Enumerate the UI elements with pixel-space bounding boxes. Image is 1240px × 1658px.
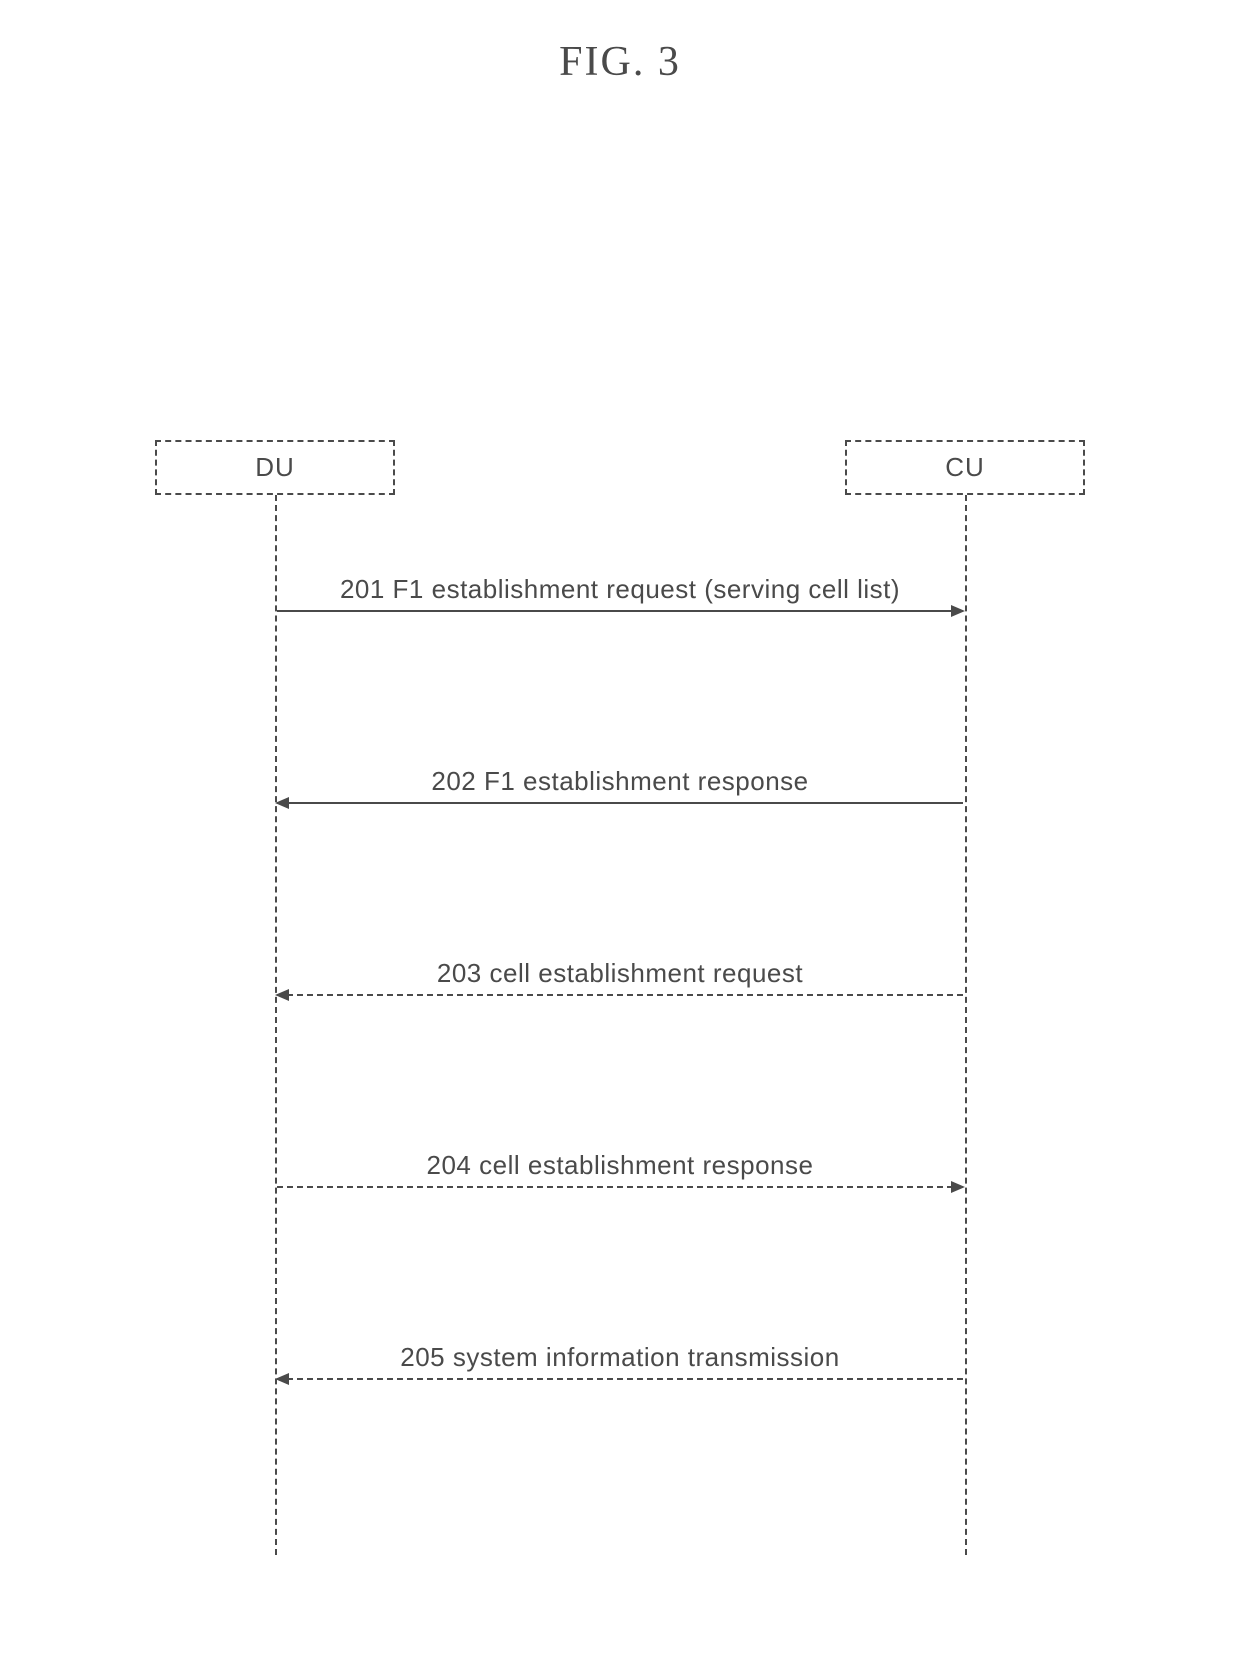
- arrow-line-5: [277, 1378, 963, 1380]
- message-label-2: 202 F1 establishment response: [275, 766, 965, 797]
- actor-du-label: DU: [255, 452, 295, 483]
- message-label-3: 203 cell establishment request: [275, 958, 965, 989]
- arrow-line-4: [277, 1186, 963, 1188]
- message-label-5: 205 system information transmission: [275, 1342, 965, 1373]
- arrow-line-1: [277, 610, 963, 612]
- actor-du-box: DU: [155, 440, 395, 495]
- message-label-4: 204 cell establishment response: [275, 1150, 965, 1181]
- arrow-head-1: [951, 605, 965, 617]
- arrow-line-2: [277, 802, 963, 804]
- arrow-head-2: [275, 797, 289, 809]
- arrow-line-3: [277, 994, 963, 996]
- arrow-head-4: [951, 1181, 965, 1193]
- actor-cu-box: CU: [845, 440, 1085, 495]
- message-label-1: 201 F1 establishment request (serving ce…: [275, 574, 965, 605]
- lifeline-cu: [965, 495, 967, 1555]
- arrow-head-3: [275, 989, 289, 1001]
- actor-cu-label: CU: [945, 452, 985, 483]
- arrow-head-5: [275, 1373, 289, 1385]
- figure-title: FIG. 3: [559, 38, 681, 86]
- lifeline-du: [275, 495, 277, 1555]
